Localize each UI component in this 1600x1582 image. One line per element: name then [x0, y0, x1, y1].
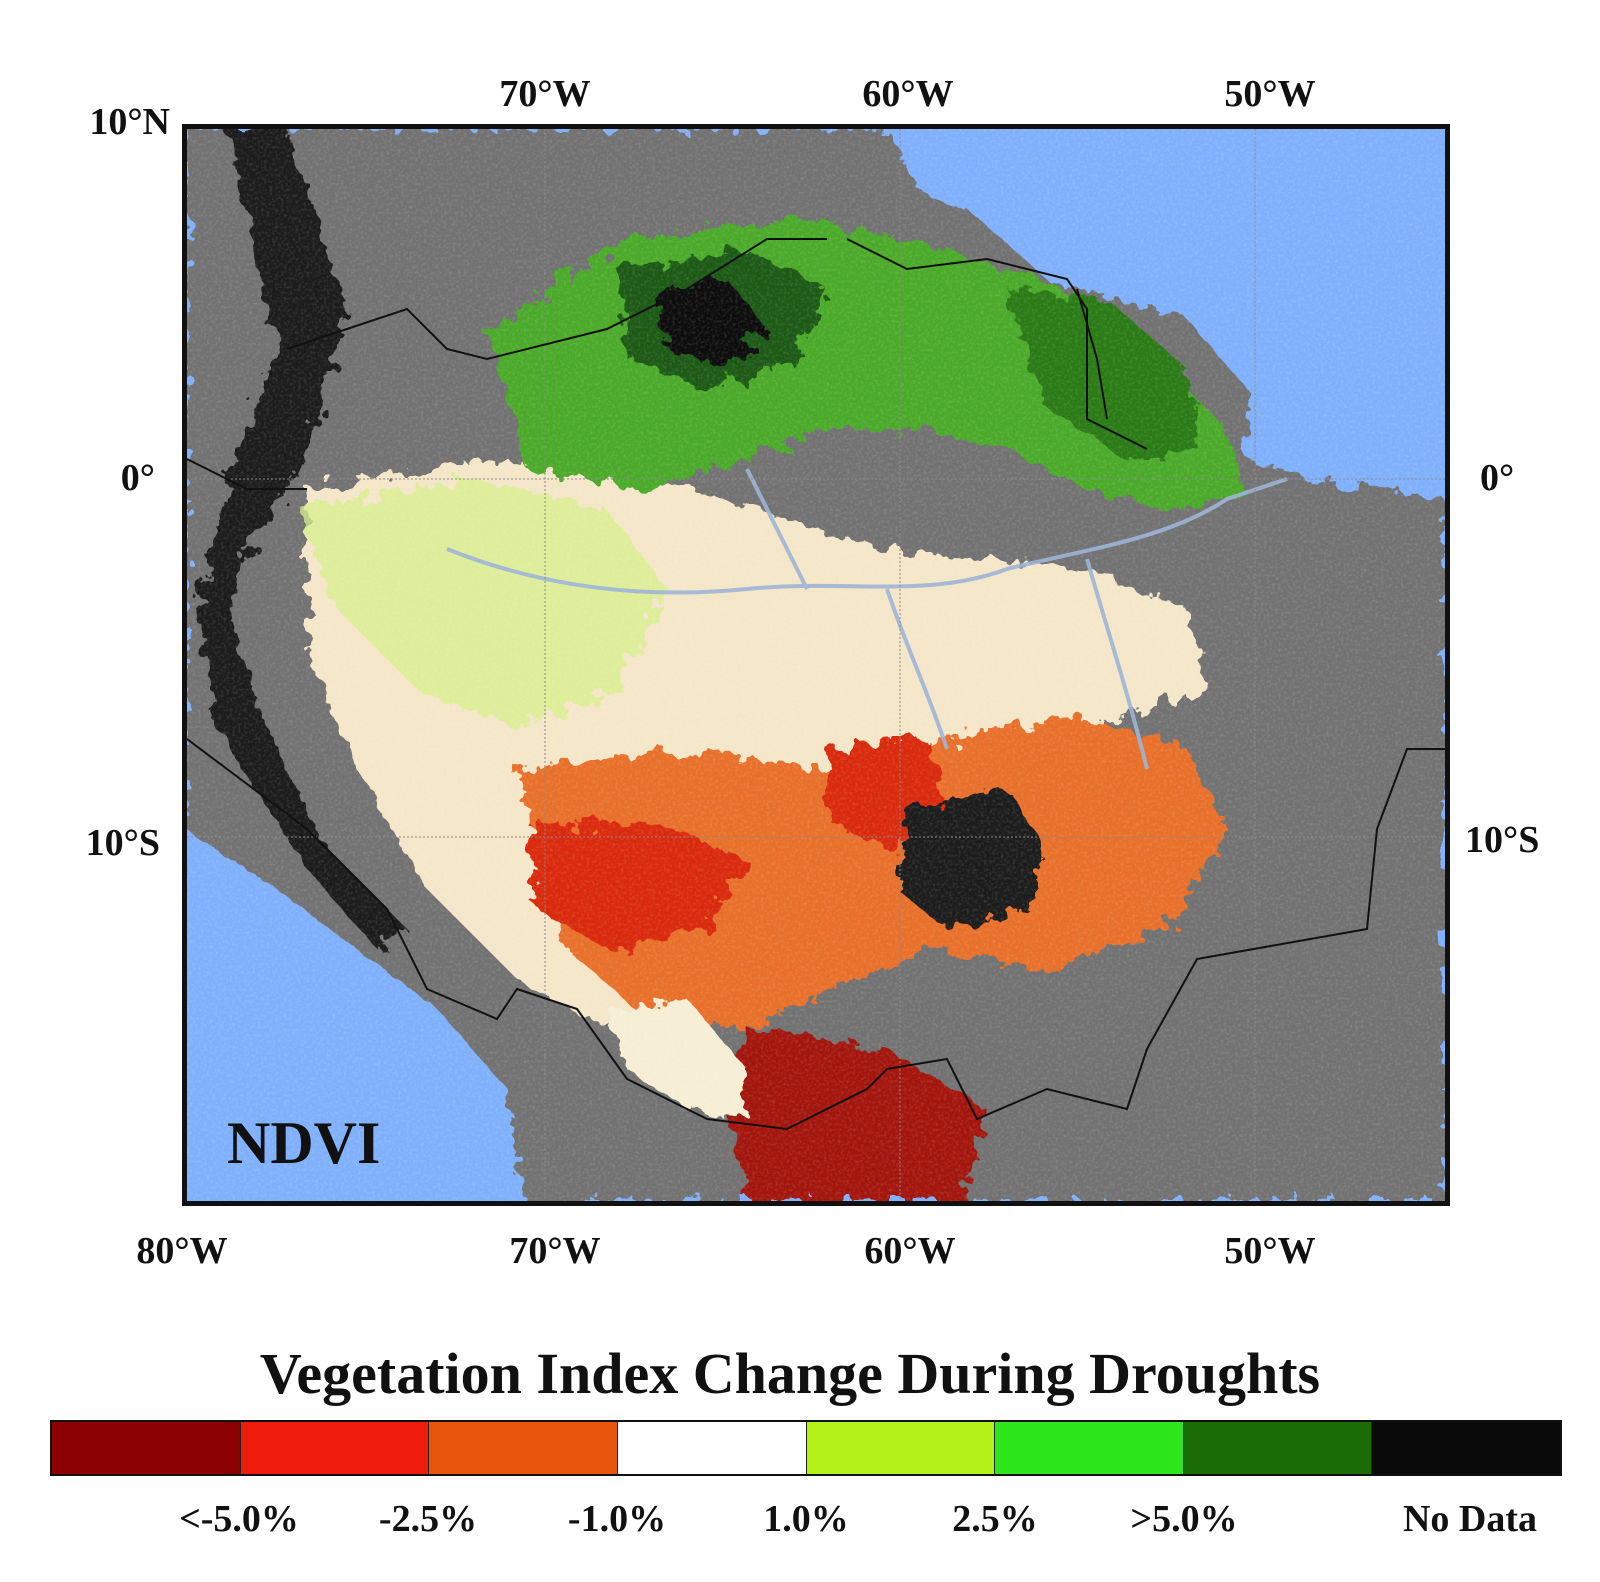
map-panel: NDVI: [182, 124, 1450, 1206]
colorbar-swatch-8: [1372, 1422, 1560, 1474]
right-lat-label-10s: 10°S: [1465, 819, 1540, 861]
right-lat-label-0: 0°: [1480, 457, 1515, 499]
colorbar: [50, 1420, 1562, 1476]
colorbar-swatch-6: [995, 1422, 1184, 1474]
top-lon-label-50w: 50°W: [1224, 73, 1316, 115]
colorbar-swatch-4: [617, 1422, 807, 1474]
country-borders: [187, 238, 1445, 1131]
top-lon-label-70w: 70°W: [499, 73, 591, 115]
colorbar-label-6: >5.0%: [1130, 1498, 1238, 1540]
colorbar-label-3: -1.0%: [567, 1498, 667, 1540]
panel-label: NDVI: [227, 1110, 381, 1176]
colorbar-swatch-7: [1183, 1422, 1373, 1474]
ndvi-change-map: [187, 129, 1445, 1201]
left-lat-label-10n: 10°N: [89, 101, 170, 143]
colorbar-label-1: <-5.0%: [179, 1498, 299, 1540]
colorbar-label-2: -2.5%: [378, 1498, 478, 1540]
rivers: [446, 468, 1288, 770]
left-lat-label-0: 0°: [120, 457, 155, 499]
colorbar-title: Vegetation Index Change During Droughts: [259, 1341, 1321, 1406]
top-lon-label-60w: 60°W: [862, 73, 954, 115]
colorbar-swatch-3: [429, 1422, 618, 1474]
colorbar-label-7: No Data: [1402, 1498, 1538, 1540]
left-lat-label-10s: 10°S: [85, 822, 160, 864]
bottom-lon-label-80w: 80°W: [136, 1230, 228, 1272]
colorbar-swatch-1: [52, 1422, 241, 1474]
bottom-lon-label-70w: 70°W: [509, 1230, 601, 1272]
colorbar-label-4: 1.0%: [763, 1498, 849, 1540]
bottom-lon-label-60w: 60°W: [864, 1230, 956, 1272]
colorbar-swatch-5: [806, 1422, 996, 1474]
noise-overlay: [187, 129, 1445, 1201]
graticule: [187, 129, 1445, 1201]
bottom-lon-label-50w: 50°W: [1224, 1230, 1316, 1272]
colorbar-label-5: 2.5%: [952, 1498, 1038, 1540]
colorbar-swatch-2: [240, 1422, 430, 1474]
